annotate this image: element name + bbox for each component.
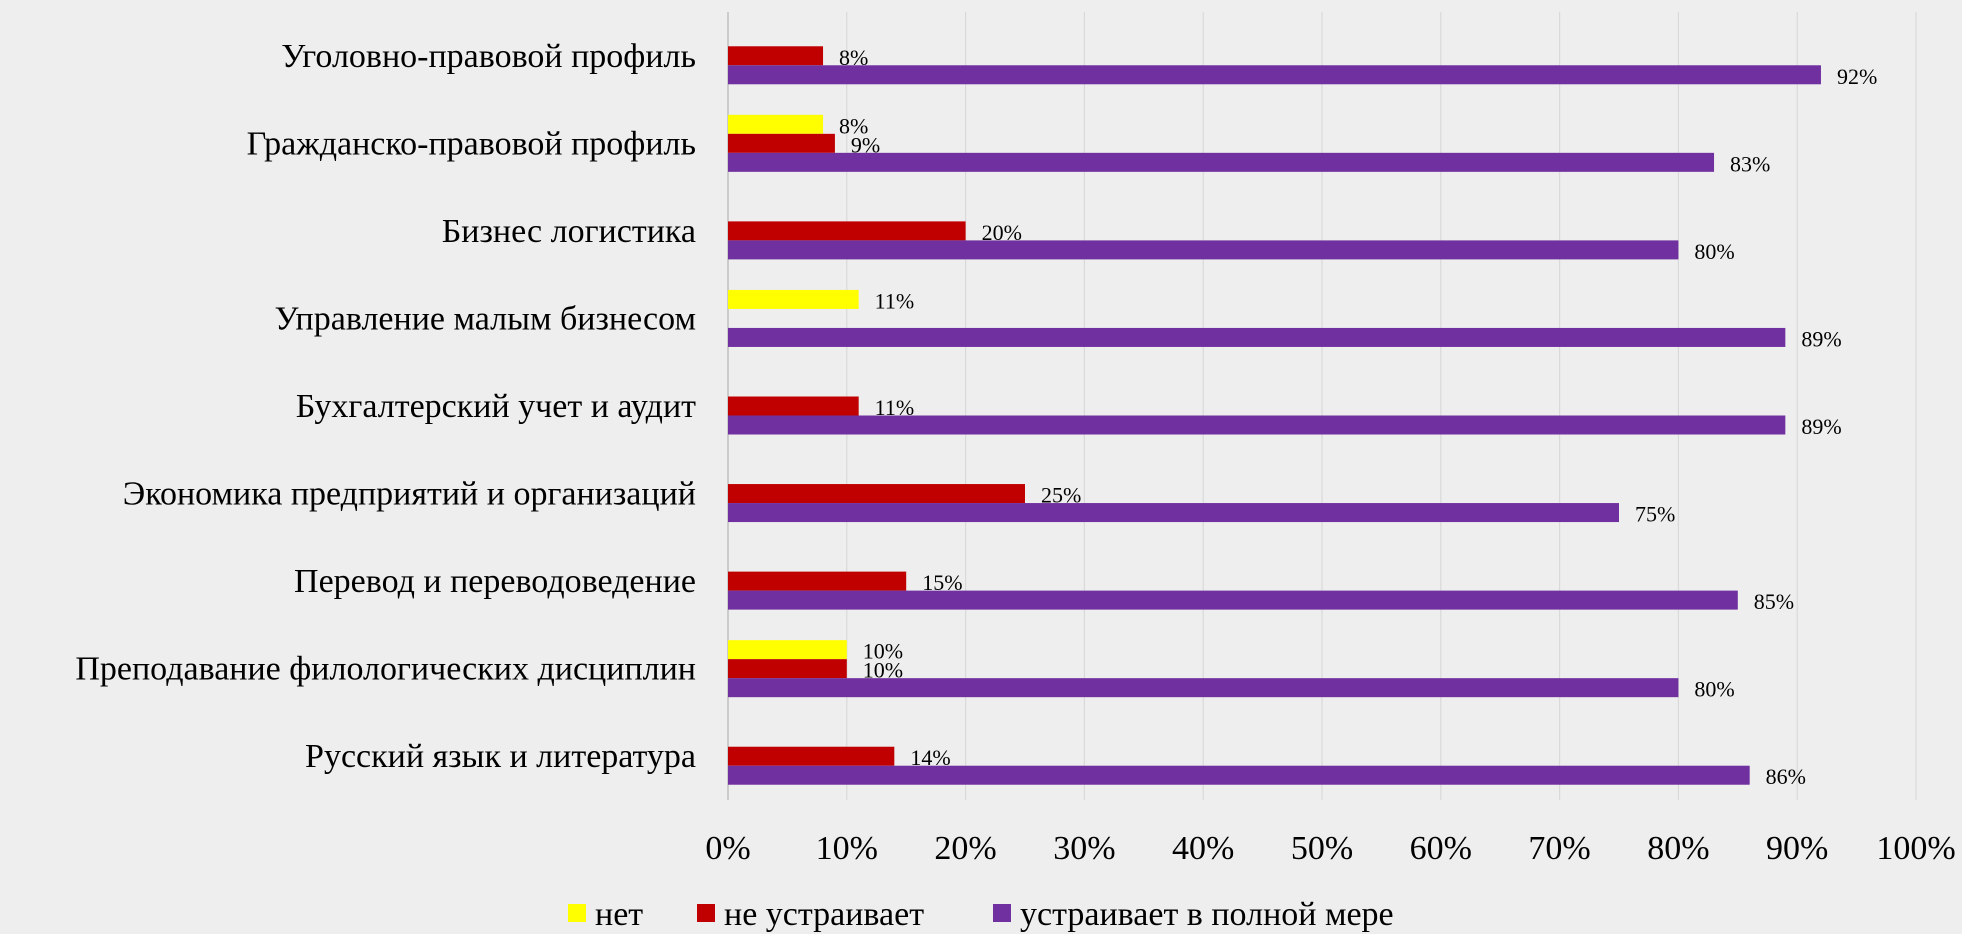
bar [728,765,1750,785]
bar [728,415,1786,435]
data-label: 8% [839,113,868,138]
x-tick-label: 70% [1528,830,1590,867]
bar [728,114,824,134]
data-label: 10% [863,639,903,664]
x-tick-label: 30% [1053,830,1115,867]
data-labels: 8%92%8%9%83%20%80%11%89%11%89%25%75%15%8… [839,45,1877,789]
category-label: Экономика предприятий и организаций [123,476,696,513]
bar [728,678,1679,698]
data-label: 80% [1694,239,1734,264]
data-label: 20% [982,220,1022,245]
x-tick-label: 90% [1766,830,1828,867]
bar [728,503,1619,523]
data-label: 89% [1801,326,1841,351]
bar [728,152,1715,172]
bar [728,289,859,309]
category-label: Управление малым бизнесом [274,300,696,337]
legend-label: устраивает в полной мере [1020,896,1394,933]
bar [728,571,907,591]
bar [728,640,847,660]
bar [728,65,1821,85]
x-axis-tick-labels: 0% 10% 20% 30% 40% 50% 60% 70% 80% 90% 100% [705,830,1955,867]
data-label: 92% [1837,64,1877,89]
x-tick-label: 80% [1647,830,1709,867]
data-label: 86% [1766,764,1806,789]
legend-label: не устраивает [724,896,924,933]
legend-swatch [697,904,715,922]
category-label: Бухгалтерский учет и аудит [296,388,696,425]
x-tick-label: 40% [1172,830,1234,867]
data-label: 8% [839,45,868,70]
data-label: 10% [863,658,903,683]
bar [728,396,859,416]
data-label: 80% [1694,677,1734,702]
bar [728,46,824,66]
legend-label: нет [595,896,643,933]
bar [728,221,966,241]
x-tick-label: 60% [1410,830,1472,867]
category-label: Бизнес логистика [442,213,696,250]
legend: нет не устраивает устраивает в полной мере [568,896,1394,933]
legend-swatch [993,904,1011,922]
category-label: Уголовно-правовой профиль [281,38,696,75]
bar [728,240,1679,260]
bars [728,46,1821,785]
data-label: 9% [851,132,880,157]
data-label: 11% [875,395,915,420]
category-label: Преподавание филологических дисциплин [75,651,696,688]
legend-swatch [568,904,586,922]
x-tick-label: 0% [705,830,750,867]
bar [728,133,835,153]
data-label: 89% [1801,414,1841,439]
bar [728,327,1786,347]
data-label: 83% [1730,151,1770,176]
data-label: 75% [1635,502,1675,527]
x-tick-label: 100% [1876,830,1955,867]
data-label: 11% [875,288,915,313]
data-label: 85% [1754,589,1794,614]
bar [728,590,1738,610]
category-labels: Уголовно-правовой профиль Гражданско-прав… [75,38,696,775]
gridlines [727,12,1917,800]
bar [728,659,847,679]
category-label: Перевод и переводоведение [294,563,696,600]
data-label: 15% [922,570,962,595]
data-label: 25% [1041,483,1081,508]
category-label: Гражданско-правовой профиль [247,125,696,162]
bar [728,746,895,766]
bar [728,484,1025,504]
category-label: Русский язык и литература [305,738,696,775]
data-label: 14% [910,745,950,770]
x-tick-label: 10% [816,830,878,867]
x-tick-label: 20% [934,830,996,867]
x-tick-label: 50% [1291,830,1353,867]
